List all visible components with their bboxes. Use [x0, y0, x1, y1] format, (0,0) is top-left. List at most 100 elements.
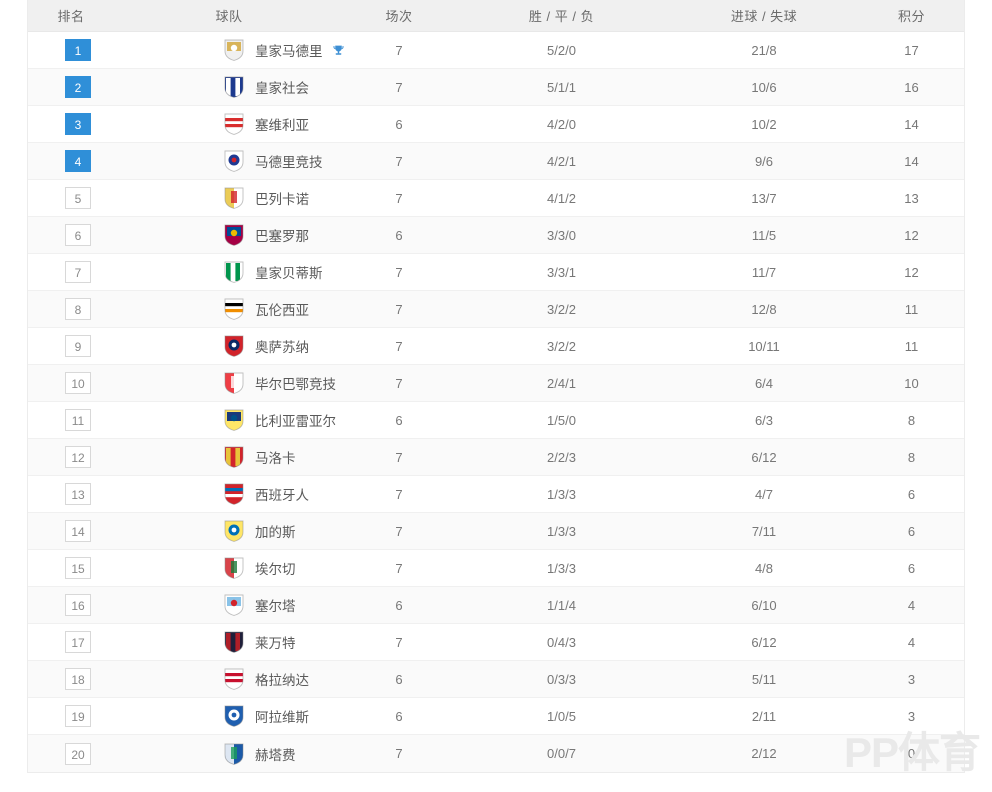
team-cell[interactable]: 塞维利亚	[114, 113, 344, 135]
rank-badge: 10	[65, 372, 91, 394]
team-name: 加的斯	[255, 525, 296, 540]
points-cell: 8	[907, 412, 916, 428]
table-row[interactable]: 11 比利亚雷亚尔 6 1/5/0 6/3 8	[28, 402, 964, 439]
points-cell: 3	[907, 708, 916, 724]
team-cell[interactable]: 巴列卡诺	[114, 187, 344, 209]
table-row[interactable]: 4 马德里竞技 7 4/2/1 9/6 14	[28, 143, 964, 180]
team-cell[interactable]: 西班牙人	[114, 483, 344, 505]
team-cell[interactable]: 瓦伦西亚	[114, 298, 344, 320]
rank-cell: 20	[28, 742, 114, 765]
team-crest-icon	[224, 372, 244, 394]
table-row[interactable]: 18 格拉纳达 6 0/3/3 5/11 3	[28, 661, 964, 698]
table-row[interactable]: 5 巴列卡诺 7 4/1/2 13/7 13	[28, 180, 964, 217]
team-cell[interactable]: 阿拉维斯	[114, 705, 344, 727]
table-row[interactable]: 19 阿拉维斯 6 1/0/5 2/11 3	[28, 698, 964, 735]
rank-badge: 11	[65, 409, 91, 431]
played-cell: 6	[395, 708, 403, 724]
points-cell: 4	[907, 597, 916, 613]
team-name: 巴塞罗那	[255, 229, 309, 244]
goals-cell: 6/4	[754, 375, 774, 391]
goals-cell: 6/12	[751, 634, 777, 650]
table-row[interactable]: 1 皇家马德里 7 5/2/0 21/8 17	[28, 32, 964, 69]
goals-cell: 6/10	[751, 597, 777, 613]
table-row[interactable]: 14 加的斯 7 1/3/3 7/11 6	[28, 513, 964, 550]
points-cell: 11	[904, 301, 919, 317]
wdl-cell: 3/2/2	[547, 301, 576, 317]
rank-cell: 13	[28, 483, 114, 505]
played-cell: 7	[395, 486, 403, 502]
team-cell[interactable]: 奥萨苏纳	[114, 335, 344, 357]
team-cell[interactable]: 马德里竞技	[114, 150, 344, 172]
rank-badge: 5	[65, 187, 91, 209]
table-row[interactable]: 2 皇家社会 7 5/1/1 10/6 16	[28, 69, 964, 106]
table-row[interactable]: 10 毕尔巴鄂竞技 7 2/4/1 6/4 10	[28, 365, 964, 402]
table-row[interactable]: 20 赫塔费 7 0/0/7 2/12 0	[28, 735, 964, 772]
team-name: 塞尔塔	[255, 599, 296, 614]
wdl-cell: 4/2/1	[547, 153, 576, 169]
column-header-played: 场次	[385, 9, 413, 24]
team-cell[interactable]: 巴塞罗那	[114, 224, 344, 246]
rank-badge: 6	[65, 224, 91, 246]
goals-cell: 11/7	[751, 264, 777, 280]
team-cell[interactable]: 莱万特	[114, 631, 344, 653]
team-name: 皇家社会	[255, 81, 309, 96]
goals-cell: 6/12	[751, 449, 777, 465]
team-name: 比利亚雷亚尔	[255, 414, 336, 429]
table-row[interactable]: 16 塞尔塔 6 1/1/4 6/10 4	[28, 587, 964, 624]
goals-cell: 7/11	[751, 523, 777, 539]
team-cell[interactable]: 加的斯	[114, 520, 344, 542]
rank-badge: 12	[65, 446, 91, 468]
goals-cell: 21/8	[751, 42, 777, 58]
team-cell[interactable]: 马洛卡	[114, 446, 344, 468]
team-name: 埃尔切	[255, 562, 296, 577]
table-row[interactable]: 8 瓦伦西亚 7 3/2/2 12/8 11	[28, 291, 964, 328]
team-cell[interactable]: 塞尔塔	[114, 594, 344, 616]
table-row[interactable]: 3 塞维利亚 6 4/2/0 10/2 14	[28, 106, 964, 143]
team-name: 皇家贝蒂斯	[255, 266, 323, 281]
team-cell[interactable]: 毕尔巴鄂竞技	[114, 372, 344, 394]
goals-cell: 4/7	[754, 486, 774, 502]
column-header-wdl: 胜 / 平 / 负	[528, 9, 595, 24]
played-cell: 6	[395, 116, 403, 132]
team-cell[interactable]: 赫塔费	[114, 743, 344, 765]
team-cell[interactable]: 皇家贝蒂斯	[114, 261, 344, 283]
team-crest-icon	[224, 187, 244, 209]
team-crest-icon	[224, 743, 244, 765]
table-row[interactable]: 9 奥萨苏纳 7 3/2/2 10/11 11	[28, 328, 964, 365]
team-cell[interactable]: 埃尔切	[114, 557, 344, 579]
rank-cell: 11	[28, 409, 114, 431]
table-row[interactable]: 12 马洛卡 7 2/2/3 6/12 8	[28, 439, 964, 476]
wdl-cell: 0/3/3	[547, 671, 576, 687]
table-row[interactable]: 6 巴塞罗那 6 3/3/0 11/5 12	[28, 217, 964, 254]
team-name: 阿拉维斯	[255, 710, 309, 725]
played-cell: 7	[395, 746, 403, 761]
points-cell: 4	[907, 634, 916, 650]
rank-badge: 20	[65, 742, 91, 765]
goals-cell: 10/11	[748, 338, 780, 354]
table-row[interactable]: 13 西班牙人 7 1/3/3 4/7 6	[28, 476, 964, 513]
team-cell[interactable]: 皇家社会	[114, 76, 344, 98]
team-name: 赫塔费	[255, 747, 296, 763]
points-cell: 14	[904, 116, 919, 132]
team-cell[interactable]: 比利亚雷亚尔	[114, 409, 344, 431]
points-cell: 0	[907, 746, 916, 761]
table-row[interactable]: 15 埃尔切 7 1/3/3 4/8 6	[28, 550, 964, 587]
team-crest-icon	[224, 631, 244, 653]
wdl-cell: 4/2/0	[547, 116, 576, 132]
team-crest-icon	[224, 557, 244, 579]
team-cell[interactable]: 格拉纳达	[114, 668, 344, 690]
wdl-cell: 0/4/3	[547, 634, 576, 650]
trophy-icon	[332, 44, 345, 57]
rank-cell: 9	[28, 335, 114, 357]
team-crest-icon	[224, 668, 244, 690]
rank-badge: 14	[65, 520, 91, 542]
played-cell: 7	[395, 153, 403, 169]
team-cell[interactable]: 皇家马德里	[114, 39, 344, 61]
points-cell: 8	[907, 449, 916, 465]
table-row[interactable]: 7 皇家贝蒂斯 7 3/3/1 11/7 12	[28, 254, 964, 291]
points-cell: 12	[904, 264, 919, 280]
wdl-cell: 2/2/3	[547, 449, 576, 465]
points-cell: 10	[904, 375, 919, 391]
table-row[interactable]: 17 莱万特 7 0/4/3 6/12 4	[28, 624, 964, 661]
points-cell: 6	[907, 560, 916, 576]
